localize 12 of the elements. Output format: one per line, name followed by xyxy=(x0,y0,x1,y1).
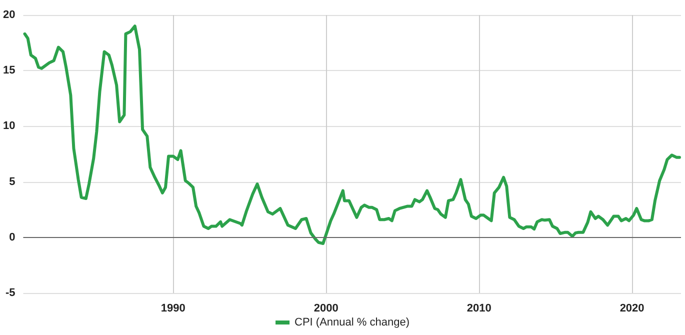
line-series xyxy=(23,24,681,246)
y-tick-label: 10 xyxy=(2,120,16,132)
y-tick-label: 0 xyxy=(9,231,16,244)
x-tick-label: 1990 xyxy=(160,302,186,314)
legend-label: CPI (Annual % change) xyxy=(294,316,410,328)
x-tick-label: 2000 xyxy=(314,302,338,314)
x-tick-label: 2010 xyxy=(466,302,492,314)
y-tick-label: 20 xyxy=(2,9,16,21)
y-tick-label: 15 xyxy=(2,64,16,77)
y-tick-label: -5 xyxy=(5,287,16,299)
x-tick-label: 2020 xyxy=(620,302,644,314)
y-tick-label: 5 xyxy=(9,176,16,188)
